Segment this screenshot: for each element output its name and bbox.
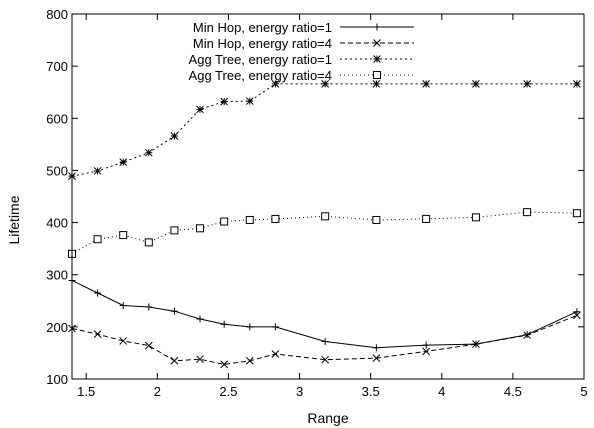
data-point [572,209,581,218]
data-point [170,226,179,235]
data-point [471,213,480,222]
data-point [196,105,204,114]
y-tick-label: 400 [46,216,68,231]
data-point [145,303,153,311]
data-point [220,360,229,369]
x-tick-label: 5 [580,384,587,399]
legend-entry: Min Hop, energy ratio=4 [193,36,414,51]
data-point [321,80,330,88]
x-tick-label: 1.5 [77,384,95,399]
data-point [93,167,102,175]
data-point [119,301,127,309]
data-point [119,337,128,345]
data-point [372,344,380,352]
data-point [271,323,279,331]
legend-label: Min Hop, energy ratio=1 [193,20,332,35]
x-tick-label: 4.5 [504,384,522,399]
plot-area [68,80,581,369]
data-point [472,340,480,348]
data-point [144,341,153,350]
legend-marker [373,39,381,47]
y-tick-label: 500 [46,163,68,178]
data-point [271,80,280,88]
data-point [472,80,480,88]
plot-frame [71,13,585,380]
data-point [321,355,330,364]
data-point [93,235,102,244]
data-point [523,208,532,217]
legend-entry: Agg Tree, energy ratio=1 [189,52,414,67]
data-point [93,330,102,339]
data-point [573,80,581,88]
data-point [372,80,381,88]
series-line [71,211,577,255]
x-tick-label: 3.5 [362,384,380,399]
data-point [422,80,430,88]
y-tick-label: 200 [46,320,68,335]
data-point [422,341,430,349]
data-point [119,158,128,166]
x-tick-label: 2 [154,384,161,399]
x-tick-label: 3 [296,384,303,399]
data-point [170,356,179,365]
y-tick-label: 800 [46,7,68,22]
x-axis-label: Range [307,410,348,426]
data-point [144,238,153,247]
axes: 1.5 2 2.5 3 3.5 4 4.5 5 100 200 300 400 500 600 700 800 [46,7,587,399]
data-point [246,323,254,331]
data-point [573,311,581,320]
data-point [170,307,178,315]
legend-label: Agg Tree, energy ratio=1 [189,52,332,67]
y-tick-label: 100 [46,372,68,387]
legend-marker [373,55,381,63]
data-point [321,212,330,221]
legend-marker [373,23,381,31]
data-point [245,215,254,224]
y-axis-label: Lifetime [6,195,22,244]
y-tick-label: 600 [46,111,68,126]
data-point [196,355,204,364]
data-point [119,231,128,240]
data-point [573,308,581,316]
x-tick-label: 4 [438,384,445,399]
data-point [144,148,153,157]
legend-entry: Agg Tree, energy ratio=4 [189,68,414,83]
y-tick-label: 700 [46,59,68,74]
data-point [271,350,280,358]
series-min-hop-energy-ratio-4 [68,311,581,369]
legend-label: Agg Tree, energy ratio=4 [189,68,332,83]
data-point [220,217,229,226]
data-point [523,331,531,340]
y-tick-label: 300 [46,268,68,283]
legend-entry: Min Hop, energy ratio=1 [193,20,414,35]
legend-label: Min Hop, energy ratio=4 [193,36,332,51]
data-point [321,337,329,345]
data-point [372,215,381,224]
data-point [196,224,204,233]
legend-marker [373,71,381,79]
data-point [220,97,229,106]
data-point [220,320,228,328]
data-point [245,356,254,365]
data-point [94,289,102,297]
data-point [422,347,430,356]
data-point [271,214,280,223]
data-point [372,354,381,362]
series-agg-tree-energy-ratio-1 [68,80,581,181]
data-point [170,132,179,140]
data-point [245,97,254,105]
data-point [196,315,204,323]
x-tick-label: 2.5 [219,384,237,399]
data-point [523,80,531,88]
data-point [422,214,431,223]
